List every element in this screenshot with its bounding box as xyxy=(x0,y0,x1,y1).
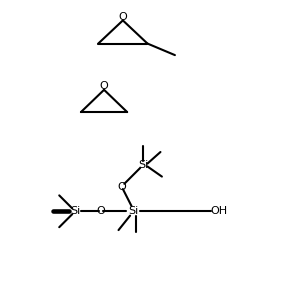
Text: Si: Si xyxy=(128,206,138,216)
Text: O: O xyxy=(97,206,105,216)
Text: O: O xyxy=(117,182,126,192)
Text: Si: Si xyxy=(70,206,80,216)
Text: O: O xyxy=(100,81,108,91)
Text: OH: OH xyxy=(211,206,228,216)
Text: O: O xyxy=(119,12,127,22)
Text: Si: Si xyxy=(138,160,148,170)
